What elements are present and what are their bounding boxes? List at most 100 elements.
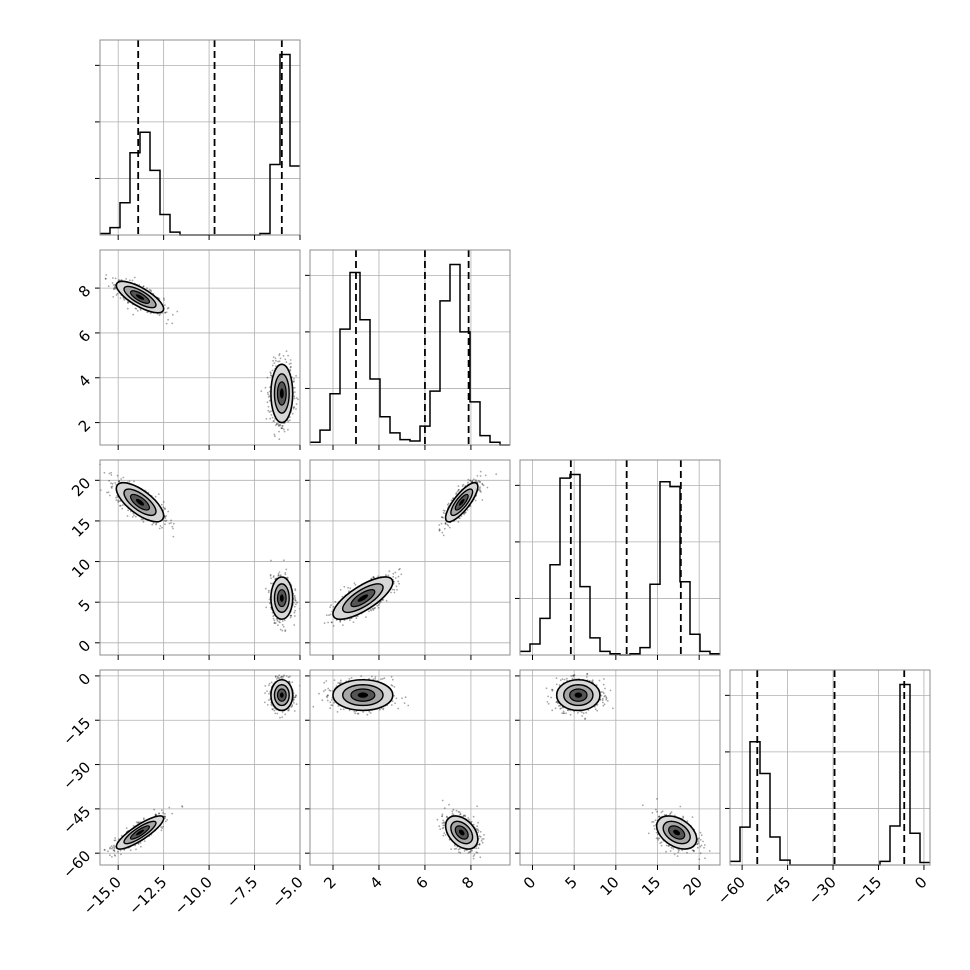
histogram-step-line: [100, 53, 300, 236]
scatter-point: [267, 405, 270, 408]
scatter-point: [268, 589, 270, 592]
scatter-point: [457, 485, 460, 487]
scatter-point: [117, 499, 119, 502]
scatter-point: [281, 620, 284, 622]
scatter-point: [168, 522, 171, 525]
scatter-point: [442, 512, 445, 514]
scatter-point: [473, 478, 475, 481]
scatter-point: [284, 630, 287, 632]
scatter-point: [131, 279, 134, 282]
scatter-point: [395, 585, 398, 588]
histogram-step-line: [310, 263, 510, 446]
scatter-point: [349, 619, 351, 622]
scatter-point: [339, 589, 342, 591]
scatter-point: [334, 600, 337, 603]
scatter-point: [293, 380, 295, 382]
scatter-point: [116, 292, 119, 295]
scatter-point: [142, 285, 145, 288]
scatter-point: [270, 582, 272, 585]
scatter-point: [108, 472, 111, 475]
scatter-point: [270, 414, 273, 416]
scatter-point: [119, 504, 122, 507]
scatter-point: [113, 839, 116, 842]
scatter-point: [117, 851, 119, 853]
scatter-point: [163, 519, 166, 522]
scatter-point: [285, 568, 288, 571]
scatter-point: [278, 354, 281, 357]
scatter-point: [118, 500, 121, 502]
scatter-point: [272, 617, 275, 620]
scatter-point: [151, 523, 154, 526]
scatter-point: [287, 428, 289, 431]
scatter-point: [140, 518, 143, 521]
scatter-point: [131, 516, 134, 518]
scatter-point: [441, 531, 444, 534]
scatter-point: [279, 574, 282, 576]
scatter-point: [128, 480, 131, 483]
scatter-point: [170, 519, 173, 522]
scatter-point: [109, 847, 111, 850]
scatter-point: [394, 577, 397, 579]
scatter-point: [277, 574, 280, 577]
scatter-point: [385, 599, 388, 602]
scatter-point: [388, 570, 391, 573]
scatter-point: [292, 406, 295, 409]
panel-frame: [99, 39, 301, 236]
scatter-point: [150, 290, 153, 293]
scatter-point: [161, 809, 163, 812]
scatter-point: [165, 322, 168, 325]
scatter-point: [268, 602, 271, 605]
scatter-point: [273, 420, 275, 422]
scatter-point: [294, 609, 296, 612]
scatter-point: [149, 289, 152, 292]
scatter-point: [274, 435, 276, 438]
scatter-point: [280, 427, 283, 429]
scatter-point: [272, 420, 275, 423]
scatter-point: [134, 515, 137, 518]
scatter-point: [352, 621, 355, 623]
scatter-point: [164, 312, 167, 314]
scatter-point: [105, 274, 108, 276]
scatter-point: [293, 624, 296, 626]
density-contour: [279, 594, 284, 602]
scatter-point: [278, 353, 281, 355]
scatter-point: [378, 604, 380, 606]
scatter-point: [136, 309, 139, 312]
scatter-point: [119, 505, 121, 507]
panel-frame: [309, 249, 511, 446]
scatter-point: [126, 515, 129, 517]
scatter-point: [440, 516, 443, 519]
scatter-point: [479, 470, 482, 473]
scatter-point: [114, 837, 116, 839]
scatter-point: [161, 526, 164, 529]
scatter-point: [272, 615, 275, 618]
scatter-point: [443, 527, 446, 530]
scatter-point: [323, 622, 326, 624]
scatter-point: [270, 577, 272, 580]
scatter-point: [164, 812, 166, 815]
scatter-point: [167, 306, 170, 309]
scatter-point: [269, 372, 272, 375]
scatter-point: [133, 276, 136, 279]
scatter-point: [294, 588, 297, 590]
scatter-point: [129, 849, 132, 852]
scatter-point: [271, 369, 274, 372]
scatter-point: [293, 594, 296, 597]
scatter-point: [269, 574, 272, 577]
scatter-point: [284, 572, 287, 574]
scatter-point: [484, 474, 487, 477]
scatter-point: [293, 386, 296, 389]
scatter-point: [269, 374, 272, 376]
scatter-point: [278, 574, 280, 577]
scatter-point: [373, 607, 376, 610]
scatter-point: [165, 515, 168, 517]
scatter-point: [128, 279, 131, 282]
scatter-point: [107, 850, 109, 853]
scatter-point: [269, 371, 272, 373]
scatter-point: [278, 430, 280, 433]
scatter-point: [327, 621, 329, 624]
scatter-point: [293, 391, 296, 393]
scatter-point: [158, 314, 161, 316]
scatter-point: [290, 362, 292, 365]
scatter-point: [104, 277, 107, 280]
